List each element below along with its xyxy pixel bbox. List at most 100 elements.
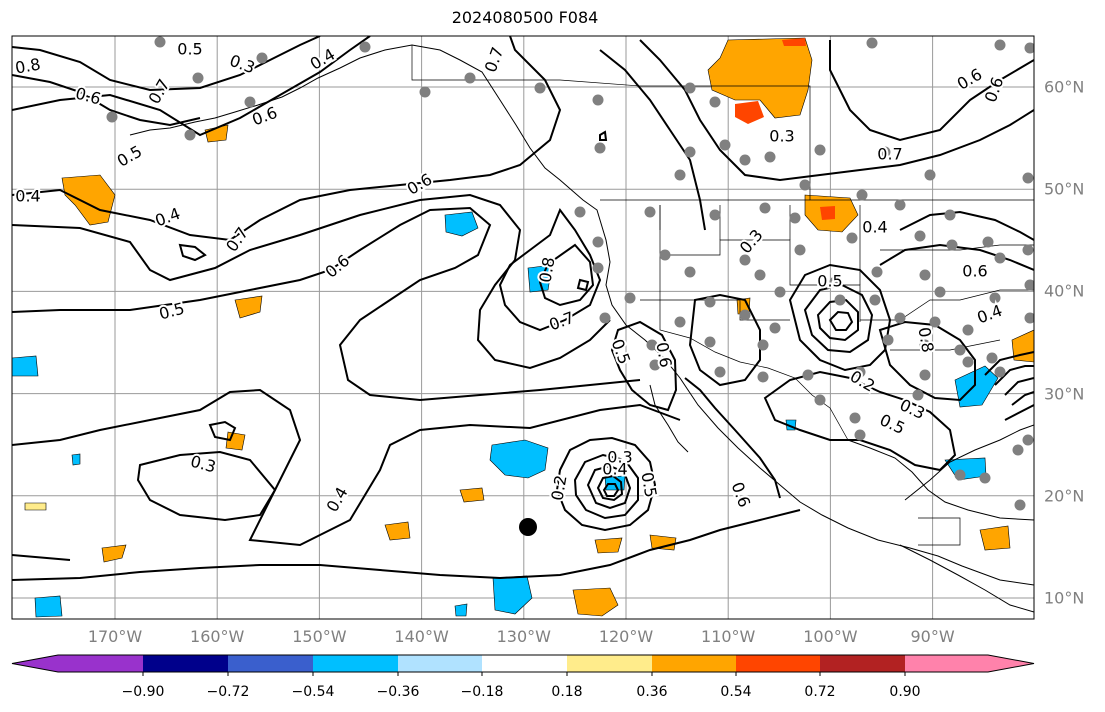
station-dot <box>919 269 931 281</box>
station-dot <box>814 144 826 156</box>
station-dot <box>256 52 268 64</box>
contour-label: 0.5 <box>608 336 635 366</box>
station-dot <box>919 369 931 381</box>
station-dot <box>757 339 769 351</box>
contour-label: 0.4 <box>152 204 182 231</box>
contour-lines <box>12 36 1034 581</box>
station-dot <box>914 230 926 242</box>
station-dot <box>982 236 994 248</box>
station-dot <box>649 359 661 371</box>
station-dot <box>709 96 721 108</box>
map-title: 2024080500 F084 <box>451 8 599 27</box>
colorbar-segment <box>820 655 905 672</box>
station-dot <box>979 472 991 484</box>
station-dot <box>1024 279 1034 291</box>
station-dot <box>244 96 256 108</box>
station-dot <box>774 286 786 298</box>
station-dot <box>674 169 686 181</box>
contour-label: 0.6 <box>249 103 279 130</box>
station-dots <box>106 36 1034 511</box>
colorbar-segment <box>567 655 652 672</box>
contour-label: 0.3 <box>189 452 219 477</box>
longitude-label: 120°W <box>598 627 654 646</box>
station-dot <box>359 41 371 53</box>
station-dot <box>684 82 696 94</box>
colorbar-tick-label: 0.54 <box>720 684 752 700</box>
contour-label: 0.2 <box>847 367 879 396</box>
colorbar-segment <box>228 655 313 672</box>
station-dot <box>994 366 1006 378</box>
station-dot <box>794 244 806 256</box>
latitude-label: 60°N <box>1044 77 1085 97</box>
longitude-label: 100°W <box>803 627 858 646</box>
station-dot <box>854 429 866 441</box>
contour-label: 0.4 <box>974 301 1004 328</box>
colorbar-tick-label: 0.90 <box>889 684 921 700</box>
station-dot <box>719 139 731 151</box>
contour-label: 0.4 <box>323 484 352 516</box>
colorbar-outline <box>11 654 1035 673</box>
latitude-label: 40°N <box>1044 281 1085 301</box>
station-dot <box>184 129 196 141</box>
contour-label: 0.4 <box>307 45 339 74</box>
station-dot <box>759 202 771 214</box>
station-dot <box>739 154 751 166</box>
contour-label: 0.5 <box>817 272 842 291</box>
station-dot <box>106 111 118 123</box>
latitude-label: 10°N <box>1044 588 1085 608</box>
station-dot <box>912 389 924 401</box>
colorbar-tick-label: 0.72 <box>804 684 836 700</box>
station-dot <box>659 249 671 261</box>
station-dot <box>934 286 946 298</box>
station-dot <box>849 412 861 424</box>
station-dot <box>704 336 716 348</box>
contour-label: 0.6 <box>954 65 986 94</box>
station-dot <box>924 169 936 181</box>
station-dot <box>739 309 751 321</box>
latitude-label: 50°N <box>1044 179 1085 199</box>
station-dot <box>764 151 776 163</box>
colorbar-tick-label: −0.90 <box>121 684 165 700</box>
colorbar-segment <box>482 655 567 672</box>
contour-label: 0.3 <box>736 226 767 258</box>
station-dot <box>592 236 604 248</box>
station-dot <box>869 294 881 306</box>
contour-label: 0.8 <box>535 256 558 284</box>
station-dot <box>954 344 966 356</box>
station-dot <box>789 212 801 224</box>
station-dot <box>1022 172 1034 184</box>
station-dot <box>594 142 606 154</box>
contour-label: 0.5 <box>177 40 202 59</box>
contour-label: 0.6 <box>322 251 354 282</box>
longitude-label: 140°W <box>394 627 449 646</box>
station-dot <box>962 324 974 336</box>
station-dot <box>574 206 586 218</box>
contour-label: 0.3 <box>607 448 632 467</box>
station-dot <box>192 72 204 84</box>
station-dot <box>684 146 696 158</box>
station-dot <box>846 232 858 244</box>
station-dot <box>871 266 883 278</box>
contour-label: 0.4 <box>15 187 40 206</box>
station-dot <box>624 292 636 304</box>
station-dot <box>1024 312 1034 324</box>
station-dot <box>856 189 868 201</box>
contour-label: 0.3 <box>769 127 794 146</box>
colorbar-extend-high <box>988 655 1034 672</box>
latitude-label: 20°N <box>1044 486 1085 506</box>
station-dot <box>834 294 846 306</box>
station-dot <box>994 39 1006 51</box>
station-dot <box>646 339 658 351</box>
station-dot <box>599 312 611 324</box>
colorbar <box>11 654 1035 676</box>
colorbar-extend-low <box>12 655 58 672</box>
longitude-label: 110°W <box>701 627 756 646</box>
station-dot <box>644 206 656 218</box>
station-dot <box>1022 244 1034 256</box>
station-dot <box>882 334 894 346</box>
contour-label: 0.4 <box>862 218 887 237</box>
latitude-label: 30°N <box>1044 384 1085 404</box>
station-dot <box>684 266 696 278</box>
colorbar-tick-label: 0.36 <box>636 684 668 700</box>
